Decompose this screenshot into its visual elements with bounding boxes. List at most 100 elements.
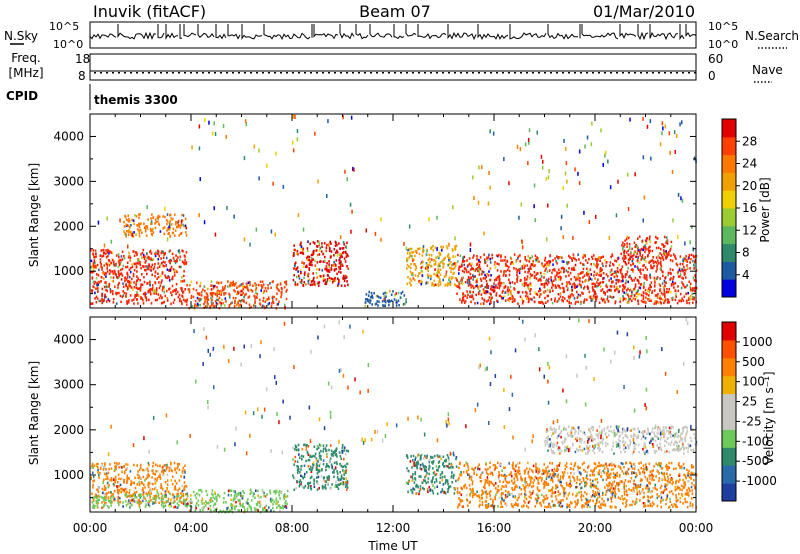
data-cell bbox=[151, 273, 153, 277]
data-cell bbox=[624, 497, 626, 500]
data-cell bbox=[137, 302, 139, 305]
colorbar-segment bbox=[722, 243, 736, 262]
data-cell bbox=[117, 473, 120, 476]
data-cell bbox=[637, 279, 640, 283]
data-cell bbox=[116, 463, 119, 466]
nave-point bbox=[640, 72, 642, 74]
data-cell bbox=[314, 242, 316, 245]
nave-point bbox=[232, 72, 234, 74]
data-cell bbox=[463, 301, 466, 304]
data-cell bbox=[683, 286, 686, 289]
data-cell bbox=[168, 228, 171, 231]
data-cell bbox=[555, 260, 557, 263]
data-cell bbox=[318, 253, 321, 256]
data-cell bbox=[520, 278, 522, 282]
data-cell bbox=[333, 468, 335, 472]
data-cell bbox=[308, 278, 311, 281]
data-cell bbox=[667, 301, 669, 304]
data-cell bbox=[295, 487, 297, 490]
data-cell bbox=[350, 115, 353, 120]
data-cell bbox=[255, 283, 258, 287]
data-cell bbox=[623, 251, 625, 255]
data-cell bbox=[599, 464, 601, 468]
data-cell bbox=[91, 302, 94, 305]
data-cell bbox=[634, 283, 637, 286]
data-cell bbox=[351, 209, 353, 214]
data-cell bbox=[512, 467, 515, 471]
data-cell bbox=[261, 286, 263, 290]
data-cell bbox=[148, 265, 151, 268]
data-cell bbox=[530, 274, 532, 278]
data-cell bbox=[296, 465, 298, 468]
data-cell bbox=[116, 488, 119, 491]
data-cell bbox=[628, 236, 630, 240]
data-cell bbox=[472, 290, 474, 294]
data-cell bbox=[589, 268, 592, 271]
data-cell bbox=[326, 476, 328, 479]
data-cell bbox=[122, 282, 124, 285]
data-cell bbox=[473, 254, 475, 257]
data-cell bbox=[651, 290, 654, 293]
data-cell bbox=[426, 248, 428, 252]
data-cell bbox=[666, 252, 668, 255]
data-cell bbox=[501, 297, 503, 300]
data-cell bbox=[181, 494, 183, 498]
data-cell bbox=[182, 466, 185, 470]
data-cell bbox=[449, 280, 451, 284]
data-cell bbox=[180, 492, 182, 495]
data-cell bbox=[255, 227, 258, 232]
data-cell bbox=[434, 268, 436, 271]
data-cell bbox=[292, 148, 295, 153]
data-cell bbox=[108, 491, 110, 494]
data-cell bbox=[313, 283, 315, 286]
data-cell bbox=[271, 498, 274, 501]
data-cell bbox=[571, 293, 573, 296]
data-cell bbox=[681, 262, 684, 266]
data-cell bbox=[242, 505, 244, 508]
data-cell bbox=[108, 467, 110, 471]
data-cell bbox=[195, 496, 198, 500]
data-cell bbox=[173, 461, 176, 465]
nave-point bbox=[520, 72, 522, 74]
data-cell bbox=[182, 290, 185, 293]
data-cell bbox=[283, 497, 286, 501]
data-cell bbox=[158, 265, 161, 268]
noise-panel-frame bbox=[89, 21, 697, 49]
data-cell bbox=[595, 298, 597, 301]
data-cell bbox=[627, 249, 629, 252]
data-cell bbox=[616, 257, 619, 260]
data-cell bbox=[431, 478, 434, 482]
data-cell bbox=[557, 272, 559, 275]
data-cell bbox=[587, 273, 589, 276]
data-cell bbox=[203, 285, 206, 288]
data-cell bbox=[137, 277, 140, 280]
data-cell bbox=[343, 449, 345, 452]
data-cell bbox=[341, 255, 343, 259]
data-cell bbox=[199, 177, 201, 182]
data-cell bbox=[683, 273, 686, 277]
data-cell bbox=[153, 472, 156, 476]
data-cell bbox=[119, 294, 122, 298]
data-cell bbox=[222, 510, 225, 513]
data-cell bbox=[557, 284, 559, 287]
data-cell bbox=[106, 289, 108, 293]
data-cell bbox=[154, 222, 156, 225]
data-cell bbox=[611, 505, 613, 509]
data-cell bbox=[624, 239, 626, 242]
data-cell bbox=[478, 270, 481, 273]
data-cell bbox=[601, 280, 604, 284]
data-cell bbox=[246, 502, 249, 505]
data-cell bbox=[325, 487, 327, 490]
data-cell bbox=[253, 304, 255, 307]
data-cell bbox=[477, 267, 480, 271]
data-cell bbox=[665, 502, 667, 506]
data-cell bbox=[320, 250, 323, 253]
data-cell bbox=[134, 494, 136, 497]
data-cell bbox=[649, 273, 651, 276]
data-cell bbox=[426, 454, 428, 458]
data-cell bbox=[325, 265, 328, 269]
data-cell bbox=[327, 464, 329, 468]
freq-label: Freq. bbox=[11, 51, 41, 65]
data-cell bbox=[430, 265, 433, 268]
data-cell bbox=[206, 493, 209, 497]
